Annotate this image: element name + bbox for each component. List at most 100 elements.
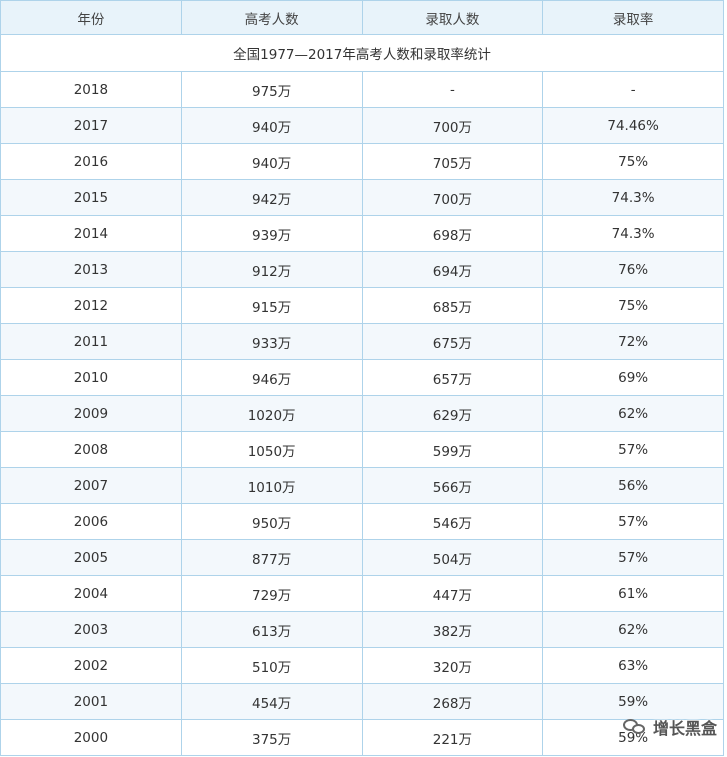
cell-year: 2008 [1, 432, 182, 467]
cell-examinees: 877万 [182, 540, 363, 575]
cell-examinees: 940万 [182, 144, 363, 179]
cell-year: 2016 [1, 144, 182, 179]
cell-year: 2018 [1, 72, 182, 107]
cell-year: 2014 [1, 216, 182, 251]
cell-year: 2017 [1, 108, 182, 143]
table-row: 2005 877万 504万 57% [1, 540, 724, 576]
cell-examinees: 729万 [182, 576, 363, 611]
cell-rate: 59% [543, 684, 724, 719]
table-row: 2009 1020万 629万 62% [1, 396, 724, 432]
cell-rate: - [543, 72, 724, 107]
cell-admitted: 705万 [363, 144, 544, 179]
cell-year: 2010 [1, 360, 182, 395]
cell-admitted: 700万 [363, 180, 544, 215]
cell-rate: 72% [543, 324, 724, 359]
cell-examinees: 454万 [182, 684, 363, 719]
cell-examinees: 613万 [182, 612, 363, 647]
cell-year: 2006 [1, 504, 182, 539]
table-row: 2002 510万 320万 63% [1, 648, 724, 684]
cell-rate: 61% [543, 576, 724, 611]
cell-year: 2011 [1, 324, 182, 359]
cell-examinees: 1010万 [182, 468, 363, 503]
table-row: 2004 729万 447万 61% [1, 576, 724, 612]
cell-examinees: 375万 [182, 720, 363, 755]
cell-year: 2002 [1, 648, 182, 683]
cell-examinees: 510万 [182, 648, 363, 683]
cell-rate: 74.46% [543, 108, 724, 143]
cell-year: 2009 [1, 396, 182, 431]
cell-examinees: 950万 [182, 504, 363, 539]
header-year: 年份 [1, 1, 182, 34]
table-row: 2007 1010万 566万 56% [1, 468, 724, 504]
cell-year: 2003 [1, 612, 182, 647]
table-row: 2011 933万 675万 72% [1, 324, 724, 360]
cell-admitted: 504万 [363, 540, 544, 575]
table-row: 2000 375万 221万 59% [1, 720, 724, 756]
watermark: 增长黑盒 [622, 715, 717, 739]
table-row: 2010 946万 657万 69% [1, 360, 724, 396]
cell-admitted: 599万 [363, 432, 544, 467]
cell-admitted: 546万 [363, 504, 544, 539]
header-rate: 录取率 [543, 1, 724, 34]
table-row: 2018 975万 - - [1, 72, 724, 108]
table-row: 2014 939万 698万 74.3% [1, 216, 724, 252]
cell-examinees: 933万 [182, 324, 363, 359]
cell-year: 2001 [1, 684, 182, 719]
cell-admitted: 382万 [363, 612, 544, 647]
cell-rate: 57% [543, 432, 724, 467]
cell-year: 2000 [1, 720, 182, 755]
cell-examinees: 939万 [182, 216, 363, 251]
watermark-text: 增长黑盒 [652, 719, 717, 738]
cell-rate: 75% [543, 144, 724, 179]
cell-examinees: 915万 [182, 288, 363, 323]
table-row: 2003 613万 382万 62% [1, 612, 724, 648]
header-admitted: 录取人数 [363, 1, 544, 34]
table-body: 2018 975万 - -2017 940万 700万 74.46% 2016 940万 705万… [1, 72, 724, 756]
table-row: 2008 1050万 599万 57% [1, 432, 724, 468]
cell-rate: 62% [543, 396, 724, 431]
cell-admitted: 694万 [363, 252, 544, 287]
cell-admitted: 657万 [363, 360, 544, 395]
cell-admitted: 566万 [363, 468, 544, 503]
cell-rate: 57% [543, 540, 724, 575]
table-row: 2012 915万 685万 75% [1, 288, 724, 324]
cell-examinees: 975万 [182, 72, 363, 107]
cell-rate: 56% [543, 468, 724, 503]
cell-examinees: 1050万 [182, 432, 363, 467]
table-row: 2013 912万 694万 76% [1, 252, 724, 288]
cell-admitted: 221万 [363, 720, 544, 755]
cell-admitted: 685万 [363, 288, 544, 323]
cell-admitted: 320万 [363, 648, 544, 683]
table-row: 2015 942万 700万 74.3% [1, 180, 724, 216]
cell-rate: 76% [543, 252, 724, 287]
cell-year: 2013 [1, 252, 182, 287]
cell-year: 2007 [1, 468, 182, 503]
cell-rate: 74.3% [543, 180, 724, 215]
cell-year: 2004 [1, 576, 182, 611]
cell-examinees: 946万 [182, 360, 363, 395]
cell-rate: 57% [543, 504, 724, 539]
cell-year: 2015 [1, 180, 182, 215]
cell-rate: 69% [543, 360, 724, 395]
cell-examinees: 1020万 [182, 396, 363, 431]
table-row: 2016 940万 705万 75% [1, 144, 724, 180]
cell-admitted: 698万 [363, 216, 544, 251]
cell-rate: 75% [543, 288, 724, 323]
cell-admitted: 629万 [363, 396, 544, 431]
header-examinees: 高考人数 [182, 1, 363, 34]
table-row: 2006 950万 546万 57% [1, 504, 724, 540]
cell-rate: 63% [543, 648, 724, 683]
table-caption: 全国1977—2017年高考人数和录取率统计 [1, 35, 724, 71]
cell-admitted: 675万 [363, 324, 544, 359]
cell-admitted: 447万 [363, 576, 544, 611]
cell-year: 2005 [1, 540, 182, 575]
cell-examinees: 940万 [182, 108, 363, 143]
cell-admitted: 700万 [363, 108, 544, 143]
cell-examinees: 912万 [182, 252, 363, 287]
table-caption-row: 全国1977—2017年高考人数和录取率统计 [1, 35, 724, 72]
table-row: 2017 940万 700万 74.46% [1, 108, 724, 144]
cell-admitted: - [363, 72, 544, 107]
cell-examinees: 942万 [182, 180, 363, 215]
cell-rate: 62% [543, 612, 724, 647]
